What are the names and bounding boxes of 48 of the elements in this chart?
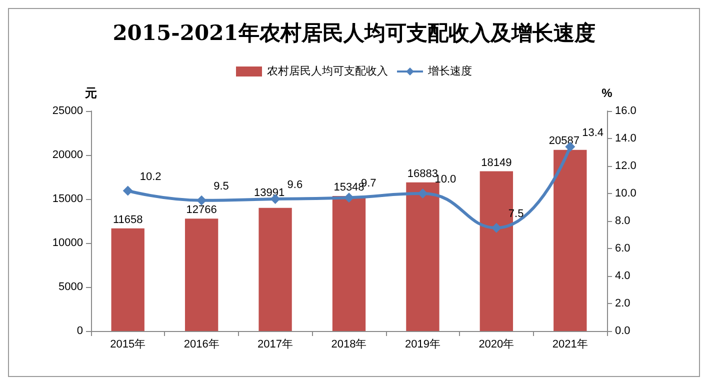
y-axis-title: 元 — [84, 86, 97, 100]
bar — [258, 208, 292, 331]
y2-tick-label: 8.0 — [615, 215, 630, 227]
data-label: 20587 — [548, 134, 580, 147]
data-label: 13991 — [254, 187, 285, 199]
y2-tick-label: 6.0 — [615, 242, 630, 254]
y2-tick-label: 16.0 — [615, 105, 636, 117]
y2-tick-label: 0.0 — [615, 325, 630, 337]
point — [491, 222, 502, 233]
x-tick-label: 2015年 — [110, 338, 146, 350]
y2-tick-label: 2.0 — [615, 298, 630, 310]
bar — [554, 150, 587, 331]
bar — [184, 218, 218, 331]
y-tick-label: 10000 — [52, 237, 83, 249]
bar — [111, 228, 144, 331]
y2-tick-label: 12.0 — [615, 160, 636, 172]
y2-tick-label: 14.0 — [615, 132, 636, 144]
x-tick-label: 2018年 — [331, 338, 367, 350]
y-tick-label: 0 — [76, 325, 83, 337]
bar — [406, 182, 440, 331]
x-tick-label: 2016年 — [184, 338, 220, 350]
point — [196, 195, 207, 206]
y-tick-label: 25000 — [52, 105, 83, 117]
x-tick-label: 2019年 — [404, 338, 440, 350]
data-label: 18149 — [481, 156, 512, 169]
chart-title: 2015-2021年农村居民人均可支配收入及增长速度 — [112, 20, 596, 45]
legend-label: 增长速度 — [427, 64, 472, 78]
y2-tick-label: 4.0 — [615, 270, 630, 282]
data-label: 11658 — [112, 214, 143, 226]
y-tick-label: 20000 — [52, 149, 83, 161]
x-tick-label: 2021年 — [552, 338, 588, 350]
x-tick-label: 2017年 — [258, 338, 294, 350]
bar — [332, 196, 366, 331]
y2-tick-label: 10.0 — [615, 188, 636, 200]
data-label: 16883 — [407, 168, 438, 180]
data-label: 12766 — [186, 204, 217, 216]
y-tick-label: 5000 — [58, 281, 83, 293]
data-label: 13.4 — [582, 126, 604, 139]
legend-label: 农村居民人均可支配收入 — [267, 64, 388, 78]
y-tick-label: 15000 — [52, 193, 83, 205]
data-label: 10.2 — [140, 170, 162, 183]
data-label: 9.5 — [214, 180, 229, 192]
point — [344, 192, 354, 203]
point — [122, 186, 133, 196]
data-label: 9.6 — [287, 179, 303, 191]
x-tick-label: 2020年 — [478, 338, 514, 350]
y2-axis-title: % — [602, 86, 613, 100]
point — [418, 188, 428, 198]
